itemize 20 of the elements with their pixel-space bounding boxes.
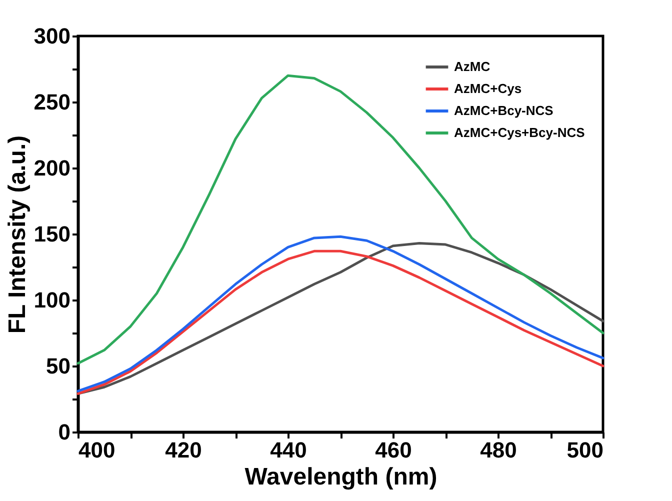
line-series: [76, 74, 604, 365]
legend-label: AzMC+Cys: [454, 81, 522, 96]
y-tick-label: 150: [34, 222, 70, 246]
x-tick-label: 440: [270, 438, 307, 462]
legend-label: AzMC+Bcy-NCS: [454, 103, 554, 118]
y-tick-label: 250: [34, 90, 70, 114]
legend-label: AzMC+Cys+Bcy-NCS: [454, 125, 586, 140]
x-tick-label: 480: [480, 438, 517, 462]
y-tick-label: 0: [58, 420, 70, 444]
x-axis-title: Wavelength (nm): [244, 464, 438, 490]
x-tick-label: 460: [375, 438, 412, 462]
x-tick-label: 500: [566, 438, 604, 462]
y-tick-label: 50: [46, 354, 70, 378]
x-tick-label: 400: [78, 438, 116, 462]
y-tick-label: 300: [34, 24, 70, 48]
x-tick-label: 420: [165, 438, 202, 462]
y-tick-label: 100: [34, 288, 70, 312]
legend-label: AzMC: [454, 59, 491, 74]
y-axis-title: FL Intensity (a.u.): [4, 135, 31, 334]
y-tick-label: 200: [34, 156, 70, 180]
